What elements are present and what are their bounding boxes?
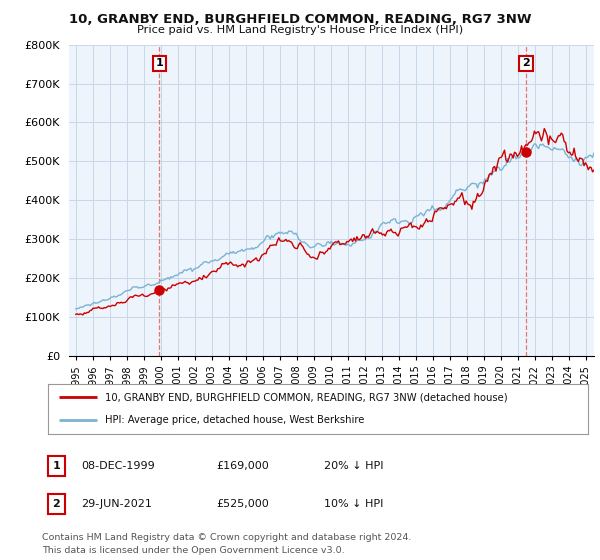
Text: 29-JUN-2021: 29-JUN-2021	[81, 499, 152, 509]
Text: £169,000: £169,000	[216, 461, 269, 471]
Text: 1: 1	[53, 461, 60, 471]
Text: 1: 1	[155, 58, 163, 68]
Text: 10% ↓ HPI: 10% ↓ HPI	[324, 499, 383, 509]
Text: 08-DEC-1999: 08-DEC-1999	[81, 461, 155, 471]
Text: HPI: Average price, detached house, West Berkshire: HPI: Average price, detached house, West…	[104, 416, 364, 426]
Text: £525,000: £525,000	[216, 499, 269, 509]
Text: 10, GRANBY END, BURGHFIELD COMMON, READING, RG7 3NW: 10, GRANBY END, BURGHFIELD COMMON, READI…	[69, 13, 531, 26]
Text: 2: 2	[522, 58, 530, 68]
Text: 10, GRANBY END, BURGHFIELD COMMON, READING, RG7 3NW (detached house): 10, GRANBY END, BURGHFIELD COMMON, READI…	[104, 392, 508, 402]
Text: Price paid vs. HM Land Registry's House Price Index (HPI): Price paid vs. HM Land Registry's House …	[137, 25, 463, 35]
Text: 2: 2	[53, 499, 60, 509]
Text: Contains HM Land Registry data © Crown copyright and database right 2024.
This d: Contains HM Land Registry data © Crown c…	[42, 533, 412, 554]
Text: 20% ↓ HPI: 20% ↓ HPI	[324, 461, 383, 471]
